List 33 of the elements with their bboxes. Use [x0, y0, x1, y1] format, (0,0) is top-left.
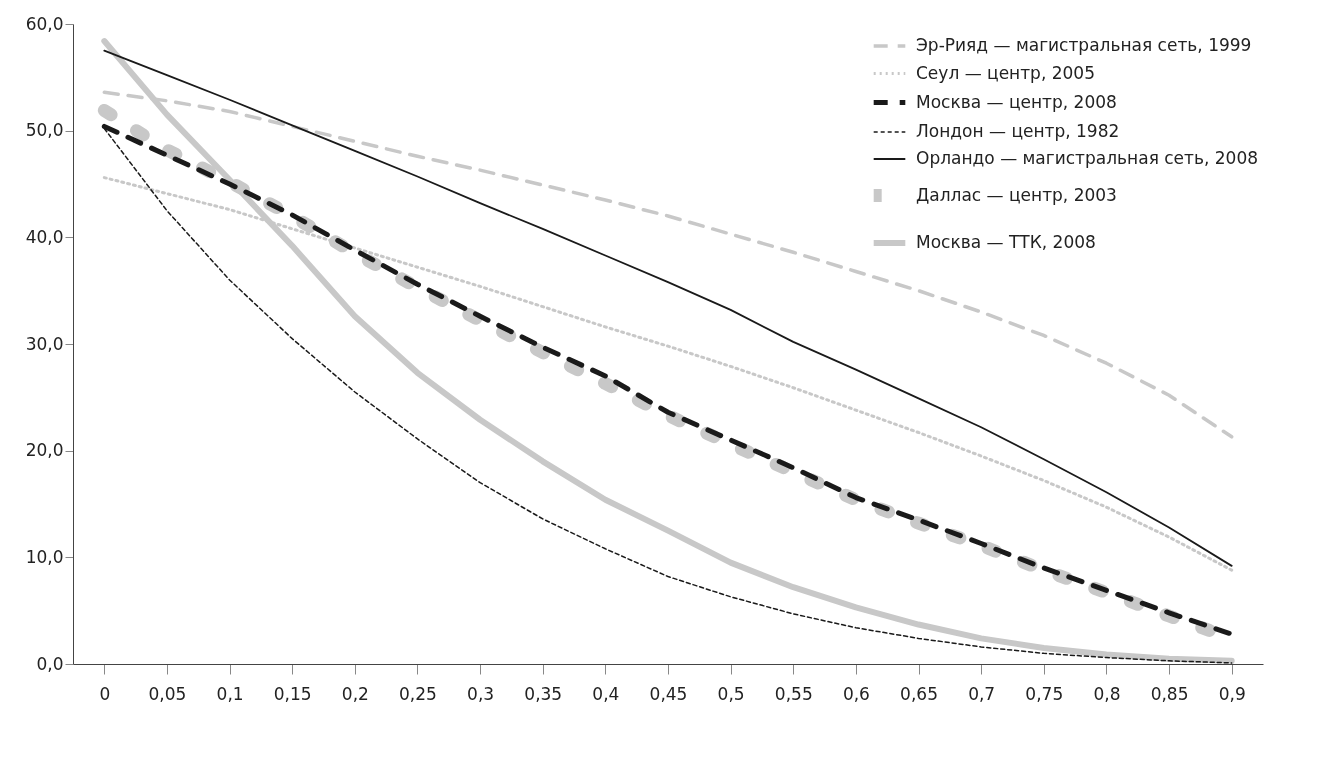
x-tick-label: 0,25: [399, 683, 437, 704]
x-tick-label: 0,55: [774, 683, 813, 704]
legend-label: Сеул — центр, 2005: [916, 62, 1095, 83]
x-tick-label: 0,1: [216, 683, 244, 704]
x-tick-label: 0,35: [524, 683, 563, 704]
x-tick-label: 0,15: [273, 683, 312, 704]
x-tick-label: 0,7: [968, 683, 996, 704]
x-tick-label: 0: [99, 683, 111, 704]
y-tick-label: 10,0: [25, 546, 64, 567]
y-tick-label: 20,0: [25, 440, 64, 461]
x-tick-label: 0,45: [649, 683, 688, 704]
y-tick-label: 60,0: [25, 13, 64, 34]
legend-label: Москва — ТТК, 2008: [916, 232, 1096, 252]
legend-label: Лондон — центр, 1982: [916, 121, 1120, 141]
x-tick-label: 0,6: [842, 683, 870, 704]
x-tick-label: 0,65: [900, 683, 938, 704]
x-tick-label: 0,85: [1150, 683, 1189, 704]
y-tick-label: 30,0: [25, 333, 64, 354]
x-tick-label: 0,5: [717, 683, 745, 704]
x-tick-label: 0,75: [1025, 683, 1064, 704]
y-tick-label: 50,0: [25, 120, 64, 141]
y-tick-label: 0,0: [36, 653, 64, 674]
y-tick-label: 40,0: [25, 226, 64, 247]
x-tick-label: 0,9: [1218, 683, 1246, 704]
legend-label: Даллас — центр, 2003: [916, 184, 1117, 205]
x-tick-label: 0,05: [148, 683, 187, 704]
x-tick-label: 0,8: [1093, 683, 1121, 704]
x-tick-label: 0,4: [592, 683, 620, 704]
legend-label: Эр-Рияд — магистральная сеть, 1999: [916, 35, 1252, 55]
x-tick-label: 0,2: [341, 683, 369, 704]
legend-label: Орландо — магистральная сеть, 2008: [916, 148, 1259, 168]
x-tick-label: 0,3: [467, 683, 495, 704]
legend-label: Москва — центр, 2008: [916, 91, 1117, 112]
